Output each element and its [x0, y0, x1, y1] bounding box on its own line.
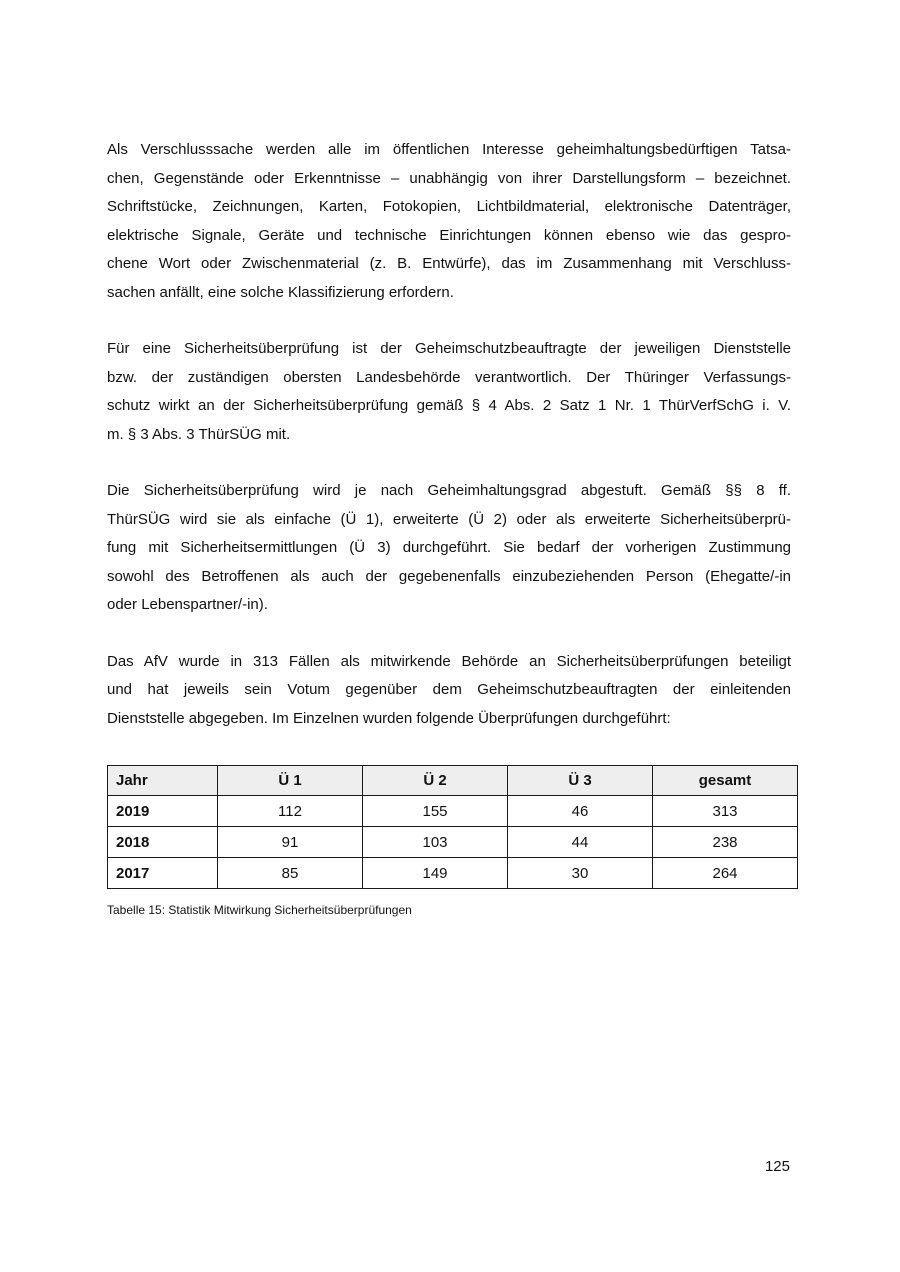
text-line: elektrische Signale, Geräte und technisc… — [107, 226, 791, 244]
value-cell: 30 — [507, 857, 653, 889]
text-line: ThürSÜG wird sie als einfache (Ü 1), erw… — [107, 510, 791, 528]
paragraph: Das AfV wurde in 313 Fällen als mitwirke… — [107, 648, 791, 734]
text-line: chene Wort oder Zwischenmaterial (z. B. … — [107, 255, 791, 272]
value-cell: 313 — [652, 795, 798, 827]
table-header-jahr: Jahr — [107, 765, 218, 796]
text-line: Für eine Sicherheitsüberprüfung ist der … — [107, 340, 791, 357]
text-line: Das AfV wurde in 313 Fällen als mitwirke… — [107, 652, 791, 670]
text-line: Als Verschlusssache werden alle im öffen… — [107, 141, 791, 158]
text-line: schutz wirkt an der Sicherheitsüberprüfu… — [107, 397, 791, 414]
text-line: Schriftstücke, Zeichnungen, Karten, Foto… — [107, 198, 791, 215]
paragraph: Die Sicherheitsüberprüfung wird je nach … — [107, 477, 791, 620]
year-cell: 2018 — [107, 826, 218, 858]
body-text: Als Verschlusssache werden alle im öffen… — [107, 136, 791, 733]
value-cell: 46 — [507, 795, 653, 827]
table-row: 2018 91 103 44 238 — [107, 826, 798, 858]
value-cell: 155 — [362, 795, 508, 827]
text-line: oder Lebenspartner/-in). — [107, 596, 268, 613]
table-row: 2017 85 149 30 264 — [107, 857, 798, 889]
page-content: Als Verschlusssache werden alle im öffen… — [107, 136, 798, 917]
table-header-cell: Ü 1 — [217, 765, 363, 796]
value-cell: 238 — [652, 826, 798, 858]
year-cell: 2017 — [107, 857, 218, 889]
value-cell: 91 — [217, 826, 363, 858]
value-cell: 149 — [362, 857, 508, 889]
page-number: 125 — [764, 1158, 790, 1175]
table-caption: Tabelle 15: Statistik Mitwirkung Sicherh… — [107, 903, 412, 917]
text-line: bzw. der zuständigen obersten Landesbehö… — [107, 368, 791, 386]
paragraph: Für eine Sicherheitsüberprüfung ist der … — [107, 335, 791, 449]
text-line: Dienststelle abgegeben. Im Einzelnen wur… — [107, 709, 671, 727]
text-line: Die Sicherheitsüberprüfung wird je nach … — [107, 482, 791, 499]
value-cell: 264 — [652, 857, 798, 889]
table-header-cell: gesamt — [652, 765, 798, 796]
text-line: sachen anfällt, eine solche Klassifizier… — [107, 283, 454, 301]
table-row: 2019 112 155 46 313 — [107, 795, 798, 827]
text-line: chen, Gegenstände oder Erkenntnisse – un… — [107, 169, 791, 187]
value-cell: 112 — [217, 795, 363, 827]
text-line: und hat jeweils sein Votum gegenüber dem… — [107, 681, 791, 698]
value-cell: 44 — [507, 826, 653, 858]
year-cell: 2019 — [107, 795, 218, 827]
text-line: m. § 3 Abs. 3 ThürSÜG mit. — [107, 425, 291, 443]
text-line: fung mit Sicherheitsermittlungen (Ü 3) d… — [107, 539, 791, 556]
value-cell: 85 — [217, 857, 363, 889]
table-header-cell: Ü 3 — [507, 765, 653, 796]
paragraph: Als Verschlusssache werden alle im öffen… — [107, 136, 791, 307]
value-cell: 103 — [362, 826, 508, 858]
table-header-cell: Ü 2 — [362, 765, 508, 796]
text-line: sowohl des Betroffenen als auch der gege… — [107, 567, 791, 585]
